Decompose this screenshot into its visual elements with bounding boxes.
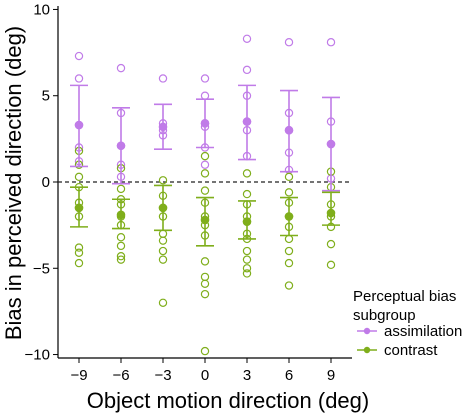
contrast-data-point bbox=[116, 184, 126, 194]
legend-assimilation-label: assimilation bbox=[384, 323, 462, 340]
y-tick-label: 0 bbox=[42, 174, 50, 191]
contrast-data-point bbox=[242, 189, 252, 199]
y-tick-label: 10 bbox=[33, 1, 50, 18]
x-tick-label: −9 bbox=[70, 367, 87, 384]
assimilation-mean-point bbox=[326, 139, 336, 149]
contrast-mean-point bbox=[116, 210, 126, 220]
assimilation-mean-point bbox=[116, 141, 126, 151]
assimilation-data-point bbox=[200, 91, 210, 100]
contrast-data-point bbox=[158, 176, 168, 185]
contrast-data-point bbox=[200, 289, 210, 299]
legend-title-line1: Perceptual bias bbox=[353, 288, 456, 305]
data-points bbox=[74, 34, 336, 356]
assimilation-data-point bbox=[284, 38, 294, 47]
assimilation-data-point bbox=[242, 34, 252, 43]
assimilation-mean-point bbox=[158, 122, 168, 132]
legend-assimilation-marker bbox=[363, 327, 371, 335]
assimilation-data-point bbox=[158, 74, 168, 83]
contrast-data-point bbox=[200, 279, 210, 289]
legend-contrast-label: contrast bbox=[384, 342, 438, 359]
assimilation-mean-point bbox=[242, 117, 252, 126]
contrast-data-point bbox=[158, 255, 168, 264]
assimilation-data-point bbox=[326, 38, 336, 47]
legend: Perceptual bias subgroup assimilation con… bbox=[353, 288, 462, 359]
contrast-mean-point bbox=[326, 208, 336, 218]
y-tick-label: −10 bbox=[25, 347, 50, 364]
contrast-data-point bbox=[242, 169, 252, 178]
assimilation-data-point bbox=[74, 51, 84, 61]
contrast-data-point bbox=[116, 241, 126, 251]
contrast-data-point bbox=[116, 251, 126, 261]
legend-contrast-marker bbox=[363, 346, 371, 354]
x-tick-label: 3 bbox=[243, 367, 251, 384]
contrast-data-point bbox=[326, 239, 336, 249]
assimilation-data-point bbox=[74, 74, 84, 83]
contrast-mean-point bbox=[242, 217, 252, 226]
assimilation-data-point bbox=[200, 160, 210, 169]
contrast-data-point bbox=[200, 272, 210, 282]
contrast-data-point bbox=[326, 260, 336, 270]
y-tick-label: 5 bbox=[42, 88, 50, 105]
assimilation-data-point bbox=[242, 65, 252, 75]
x-tick-label: −3 bbox=[154, 367, 171, 384]
contrast-data-point bbox=[74, 258, 84, 268]
assimilation-mean-point bbox=[200, 119, 210, 128]
x-tick-label: 6 bbox=[285, 367, 293, 384]
contrast-data-point bbox=[242, 255, 252, 264]
contrast-data-point bbox=[242, 264, 252, 273]
contrast-data-point bbox=[284, 234, 294, 244]
contrast-data-point bbox=[158, 246, 168, 256]
x-axis: −9 −6 −3 0 3 6 9 bbox=[70, 358, 335, 384]
contrast-data-point bbox=[200, 346, 210, 356]
y-tick-label: −5 bbox=[33, 260, 50, 277]
mean-markers bbox=[74, 117, 336, 226]
contrast-data-point bbox=[116, 233, 126, 242]
contrast-data-point bbox=[242, 246, 252, 256]
x-tick-label: 0 bbox=[201, 367, 209, 384]
contrast-data-point bbox=[158, 298, 168, 307]
contrast-data-point bbox=[242, 269, 252, 278]
contrast-data-point bbox=[200, 186, 210, 195]
legend-title-line2: subgroup bbox=[353, 307, 416, 324]
x-tick-label: 9 bbox=[327, 367, 335, 384]
x-tick-label: −6 bbox=[112, 367, 129, 384]
contrast-data-point bbox=[74, 248, 84, 257]
contrast-data-point bbox=[158, 236, 168, 245]
assimilation-data-point bbox=[200, 74, 210, 83]
contrast-data-point bbox=[200, 169, 210, 178]
contrast-data-point bbox=[284, 281, 294, 290]
contrast-data-point bbox=[284, 246, 294, 256]
contrast-data-point bbox=[284, 172, 294, 182]
legend-entries: assimilation contrast bbox=[357, 323, 462, 359]
contrast-mean-point bbox=[200, 215, 210, 225]
assimilation-mean-point bbox=[284, 125, 294, 135]
contrast-data-point bbox=[74, 172, 84, 182]
contrast-mean-point bbox=[158, 203, 168, 213]
contrast-data-point bbox=[116, 255, 126, 264]
y-axis-title: Bias in perceived direction (deg) bbox=[1, 26, 26, 340]
contrast-data-point bbox=[74, 243, 84, 252]
contrast-mean-point bbox=[284, 212, 294, 221]
contrast-data-point bbox=[200, 151, 210, 161]
contrast-data-point bbox=[284, 188, 294, 197]
y-axis: −10 −5 0 5 10 bbox=[25, 1, 58, 364]
contrast-data-point bbox=[200, 257, 210, 266]
contrast-mean-point bbox=[74, 203, 84, 213]
assimilation-data-point bbox=[116, 63, 126, 73]
assimilation-mean-point bbox=[74, 120, 84, 130]
contrast-data-point bbox=[158, 229, 168, 238]
contrast-data-point bbox=[284, 258, 294, 268]
x-axis-title: Object motion direction (deg) bbox=[87, 388, 369, 413]
